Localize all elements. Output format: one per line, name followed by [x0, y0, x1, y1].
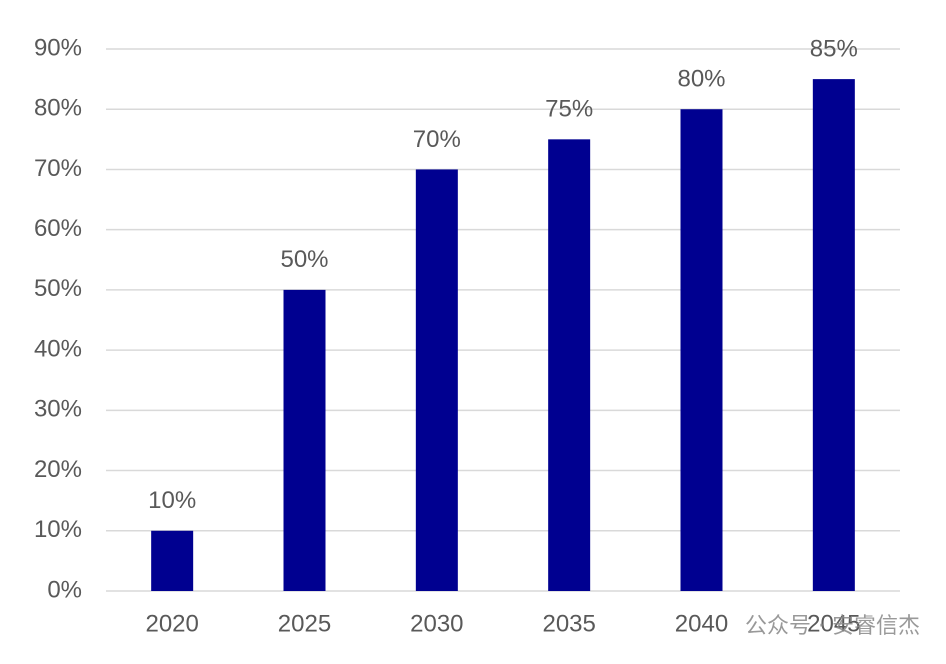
y-tick-label: 0%	[47, 576, 82, 603]
x-tick-label: 2030	[410, 610, 463, 637]
x-tick-label: 2025	[278, 610, 331, 637]
value-label: 70%	[413, 126, 461, 153]
value-label: 85%	[810, 35, 858, 62]
watermark: 公众号 · 安睿信杰	[745, 614, 920, 639]
bar	[283, 289, 326, 591]
bar	[680, 109, 723, 591]
y-tick-label: 30%	[34, 396, 82, 423]
x-tick-label: 2035	[542, 610, 595, 637]
y-tick-label: 20%	[34, 456, 82, 483]
y-tick-label: 70%	[34, 155, 82, 182]
x-tick-label: 2040	[675, 610, 728, 637]
value-label: 10%	[148, 487, 196, 514]
y-tick-label: 40%	[34, 335, 82, 362]
value-label: 80%	[677, 66, 725, 93]
value-label: 75%	[545, 96, 593, 123]
y-tick-label: 60%	[34, 215, 82, 242]
bar	[151, 530, 194, 591]
y-tick-label: 80%	[34, 95, 82, 122]
bar	[548, 139, 591, 592]
x-tick-label: 2045	[807, 610, 860, 637]
bar	[812, 79, 855, 591]
bar	[415, 169, 458, 591]
y-tick-label: 10%	[34, 516, 82, 543]
y-tick-label: 90%	[34, 34, 82, 61]
x-tick-label: 2020	[145, 610, 198, 637]
value-label: 50%	[280, 246, 328, 273]
y-tick-label: 50%	[34, 275, 82, 302]
